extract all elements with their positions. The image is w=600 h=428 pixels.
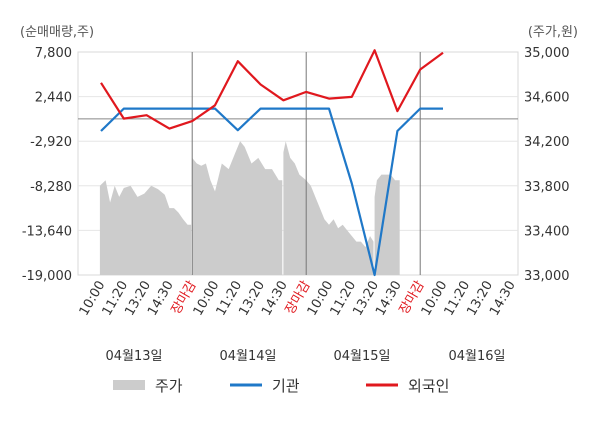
left-tick-label: 7,800 xyxy=(35,46,72,61)
day-label: 04월13일 xyxy=(105,349,162,364)
left-unit-label: (순매매량,주) xyxy=(20,25,94,40)
legend-label: 외국인 xyxy=(408,377,449,395)
right-tick-label: 33,800 xyxy=(524,180,570,195)
right-tick-label: 33,000 xyxy=(524,269,570,284)
legend-label: 기관 xyxy=(272,377,300,395)
series-line-institution xyxy=(100,107,443,277)
left-tick-label: -13,640 xyxy=(22,224,72,239)
day-label: 04월16일 xyxy=(448,349,505,364)
day-label: 04월14일 xyxy=(219,349,276,364)
x-axis: 10:0011:2013:2014:30장마감10:0011:2013:2014… xyxy=(77,278,519,318)
legend-swatch-price xyxy=(113,380,145,390)
left-tick-label: 2,440 xyxy=(35,91,72,106)
right-tick-label: 33,400 xyxy=(524,224,570,239)
series-lines xyxy=(100,49,444,277)
price-area-segment xyxy=(374,174,400,275)
right-unit-label: (주가,원) xyxy=(528,25,578,40)
legend-label: 주가 xyxy=(155,377,183,395)
series-line-foreign xyxy=(100,49,444,130)
right-tick-label: 34,200 xyxy=(524,135,570,150)
day-label: 04월15일 xyxy=(333,349,390,364)
right-tick-label: 34,600 xyxy=(524,91,570,106)
legend: 주가 기관 외국인 xyxy=(113,377,449,395)
day-labels: 04월13일 04월14일 04월15일 04월16일 xyxy=(105,349,505,364)
left-tick-label: -2,920 xyxy=(30,135,72,150)
price-area-segment xyxy=(99,180,192,275)
price-area-segment xyxy=(192,141,283,275)
left-tick-label: -8,280 xyxy=(30,180,72,195)
day-separators xyxy=(191,52,421,275)
right-axis: 35,000 34,600 34,200 33,800 33,400 33,000 xyxy=(524,46,570,284)
left-tick-label: -19,000 xyxy=(22,269,72,284)
left-axis: 7,800 2,440 -2,920 -8,280 -13,640 -19,000 xyxy=(22,46,72,284)
right-tick-label: 35,000 xyxy=(524,46,570,61)
